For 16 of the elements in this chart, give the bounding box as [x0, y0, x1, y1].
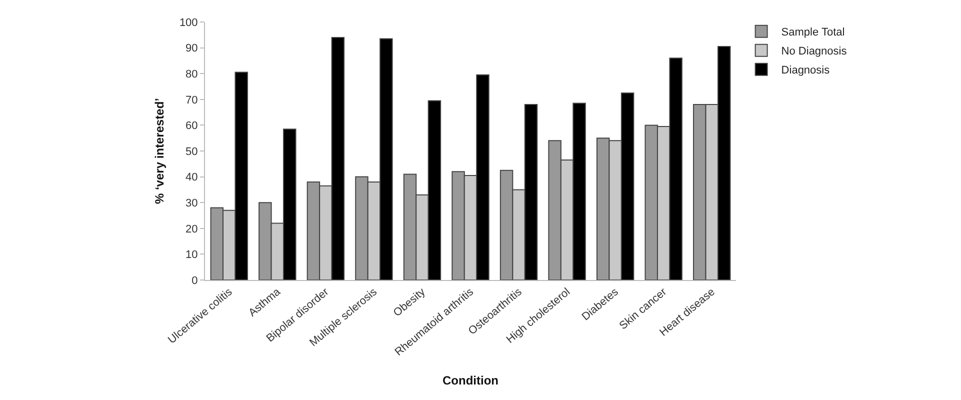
- y-axis-title: % ‘very interested’: [152, 98, 167, 204]
- y-tick-label: 50: [186, 146, 198, 158]
- y-tick-label: 100: [179, 16, 198, 29]
- y-tick-label: 70: [186, 94, 198, 106]
- y-tick-label: 20: [186, 223, 198, 236]
- y-tick-label: 0: [192, 274, 198, 287]
- y-tick-label: 10: [186, 249, 198, 262]
- legend-label: No Diagnosis: [781, 46, 848, 58]
- y-tick-label: 40: [186, 172, 198, 184]
- legend-label: Diagnosis: [781, 64, 830, 77]
- x-axis-title: Condition: [442, 373, 498, 388]
- legend-label: Sample Total: [781, 26, 845, 39]
- y-tick-label: 30: [186, 197, 198, 210]
- y-tick-label: 80: [186, 68, 198, 80]
- y-tick-label: 60: [186, 120, 198, 132]
- y-tick-label: 90: [186, 42, 198, 55]
